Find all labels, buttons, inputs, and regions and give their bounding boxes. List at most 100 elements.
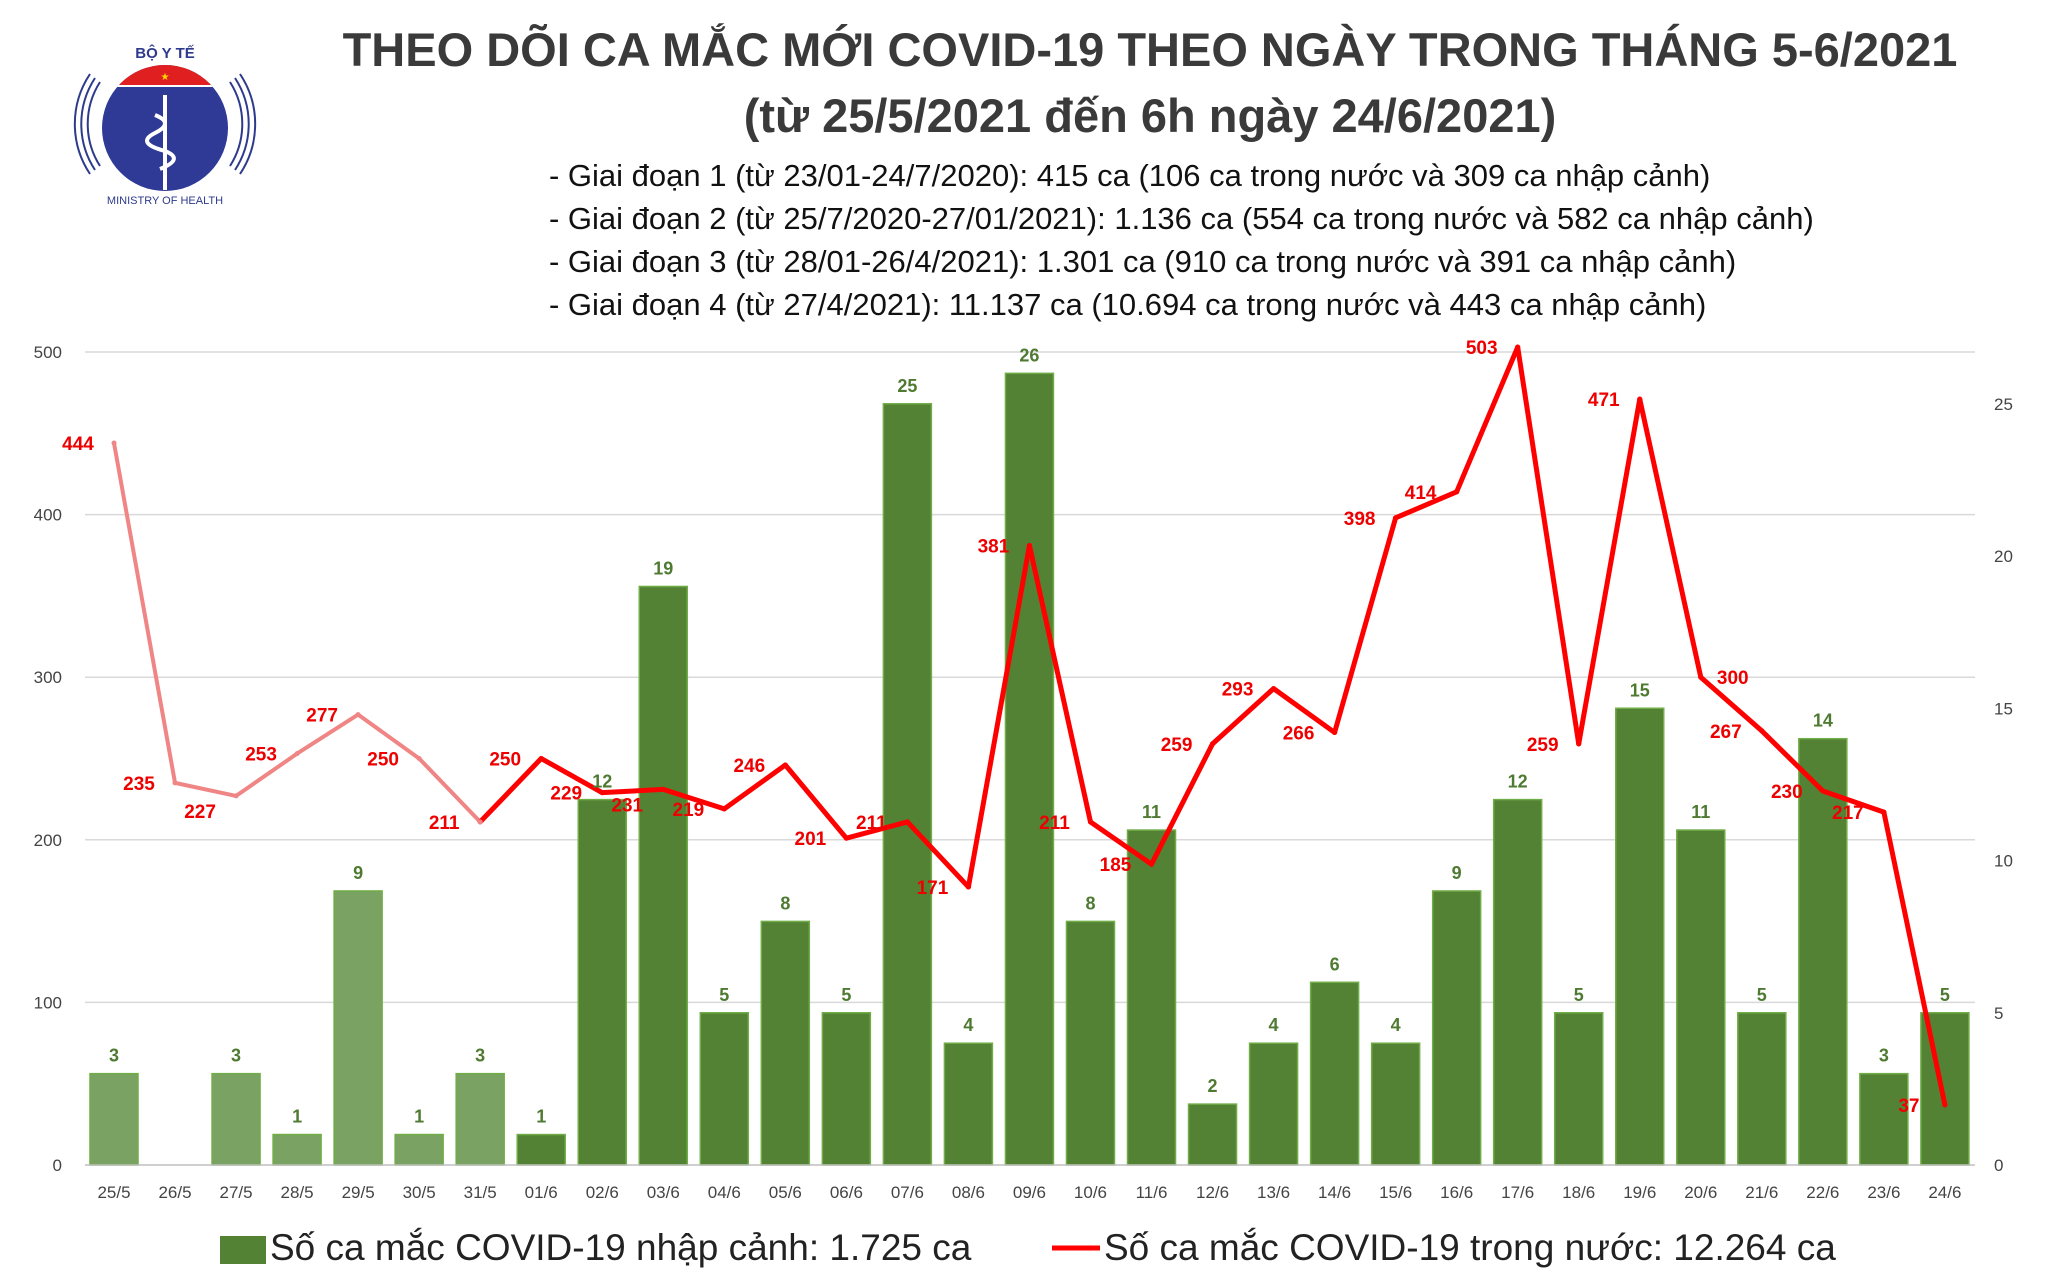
line-value-label: 246 — [733, 756, 765, 777]
line-value-label: 266 — [1283, 723, 1315, 744]
bar-value-label: 11 — [1691, 802, 1710, 822]
line-segment — [173, 780, 239, 798]
line-point — [416, 756, 422, 761]
bar — [1309, 981, 1360, 1166]
bar-value-label: 5 — [1574, 985, 1584, 1005]
line-value-label: 211 — [1039, 813, 1070, 834]
right-tick-label: 0 — [1994, 1156, 2003, 1175]
bar — [1798, 737, 1848, 1166]
legend-line-label: Số ca mắc COVID-19 trong nước: 12.264 ca — [1104, 1227, 1836, 1268]
line-point — [660, 786, 666, 792]
line-value-label: 171 — [917, 878, 949, 899]
line-value-label: 229 — [550, 784, 582, 805]
svg-text:BỘ Y TẾ: BỘ Y TẾ — [135, 44, 194, 62]
bar — [638, 585, 689, 1166]
line-segment — [538, 756, 605, 796]
x-tick-label: 12/6 — [1196, 1183, 1229, 1202]
line-segment — [1271, 686, 1338, 735]
line-segment — [1576, 396, 1643, 747]
chart-subtitle: (từ 25/5/2021 đến 6h ngày 24/6/2021) — [743, 89, 1557, 142]
x-tick-label: 31/5 — [464, 1183, 497, 1202]
line-value-label: 217 — [1832, 803, 1864, 824]
bar — [1126, 829, 1177, 1166]
bar-value-label: 1 — [292, 1107, 302, 1127]
line-segment — [660, 786, 727, 812]
x-tick-label: 28/5 — [281, 1183, 314, 1202]
phase-2: - Giai đoạn 2 (từ 25/7/2020-27/01/2021):… — [549, 201, 1814, 236]
line-value-label: 250 — [489, 750, 521, 771]
bar — [1187, 1103, 1238, 1166]
bar-value-label: 3 — [475, 1046, 485, 1066]
chart-title: THEO DÕI CA MẮC MỚI COVID-19 THEO NGÀY T… — [342, 23, 1958, 76]
line-value-label: 219 — [672, 800, 704, 821]
phase-1: - Giai đoạn 1 (từ 23/01-24/7/2020): 415 … — [549, 158, 1711, 193]
bar-value-label: 9 — [353, 863, 363, 883]
bar — [821, 1012, 872, 1166]
bar-value-label: 12 — [592, 772, 612, 792]
x-tick-label: 30/5 — [403, 1183, 436, 1202]
line-segment — [1698, 674, 1765, 734]
x-tick-label: 17/6 — [1501, 1183, 1534, 1202]
bar — [1676, 829, 1726, 1166]
line-point — [1881, 809, 1887, 815]
line-segment — [1759, 728, 1826, 794]
line-point — [599, 790, 605, 796]
line-point — [1210, 741, 1216, 747]
bar — [1615, 707, 1665, 1166]
line-point — [965, 884, 971, 890]
line-point — [1637, 396, 1643, 402]
x-tick-label: 27/5 — [220, 1183, 253, 1202]
x-tick-label: 03/6 — [647, 1183, 680, 1202]
left-tick-label: 200 — [34, 831, 62, 850]
x-tick-label: 20/6 — [1684, 1183, 1717, 1202]
line-segment — [295, 712, 361, 756]
line-value-label: 503 — [1466, 338, 1498, 359]
line-value-label: 259 — [1527, 735, 1559, 756]
line-point — [782, 762, 788, 768]
bar — [699, 1012, 750, 1166]
bar-value-label: 1 — [414, 1107, 424, 1127]
x-tick-label: 15/6 — [1379, 1183, 1412, 1202]
bar-value-label: 4 — [1391, 1015, 1401, 1035]
bar — [89, 1072, 139, 1166]
line-segment — [477, 756, 544, 825]
x-tick-label: 13/6 — [1257, 1183, 1290, 1202]
x-tick-label: 19/6 — [1623, 1183, 1656, 1202]
line-point — [1515, 344, 1521, 350]
bar-value-label: 4 — [1269, 1015, 1279, 1035]
bar-value-label: 2 — [1208, 1076, 1218, 1096]
legend-bar-label: Số ca mắc COVID-19 nhập cảnh: 1.725 ca — [270, 1227, 972, 1268]
right-tick-label: 25 — [1994, 395, 2013, 414]
line-point — [1759, 728, 1765, 734]
x-tick-label: 25/5 — [97, 1183, 130, 1202]
bar-value-label: 1 — [536, 1107, 546, 1127]
line-point — [294, 751, 300, 757]
line-value-label: 211 — [429, 813, 460, 834]
line-point — [1271, 686, 1277, 692]
bar-value-label: 15 — [1630, 680, 1650, 700]
bar — [1737, 1012, 1787, 1166]
x-tick-label: 08/6 — [952, 1183, 985, 1202]
line-value-label: 250 — [367, 750, 399, 771]
phase-3: - Giai đoạn 3 (từ 28/01-26/4/2021): 1.30… — [549, 244, 1737, 279]
line-segment — [1210, 686, 1277, 747]
line-value-label: 227 — [184, 802, 216, 823]
line-segment — [1332, 515, 1399, 735]
bar — [455, 1072, 505, 1166]
line-value-label: 381 — [978, 536, 1010, 557]
line-point — [233, 793, 239, 799]
logo-arcs — [73, 73, 257, 175]
line-segment — [904, 819, 971, 890]
right-tick-label: 20 — [1994, 547, 2013, 566]
line-point — [355, 712, 361, 718]
line-segment — [1087, 819, 1155, 867]
logo: ★ BỘ Y TẾ MINISTRY OF HEALTH — [73, 44, 257, 207]
bar-series — [89, 372, 1970, 1166]
line-point — [1698, 674, 1704, 680]
line-segment — [1393, 489, 1460, 521]
bar — [1492, 798, 1543, 1166]
bar — [272, 1133, 322, 1166]
line-point — [1087, 819, 1093, 825]
bar — [943, 1042, 994, 1166]
left-tick-label: 100 — [34, 993, 62, 1012]
